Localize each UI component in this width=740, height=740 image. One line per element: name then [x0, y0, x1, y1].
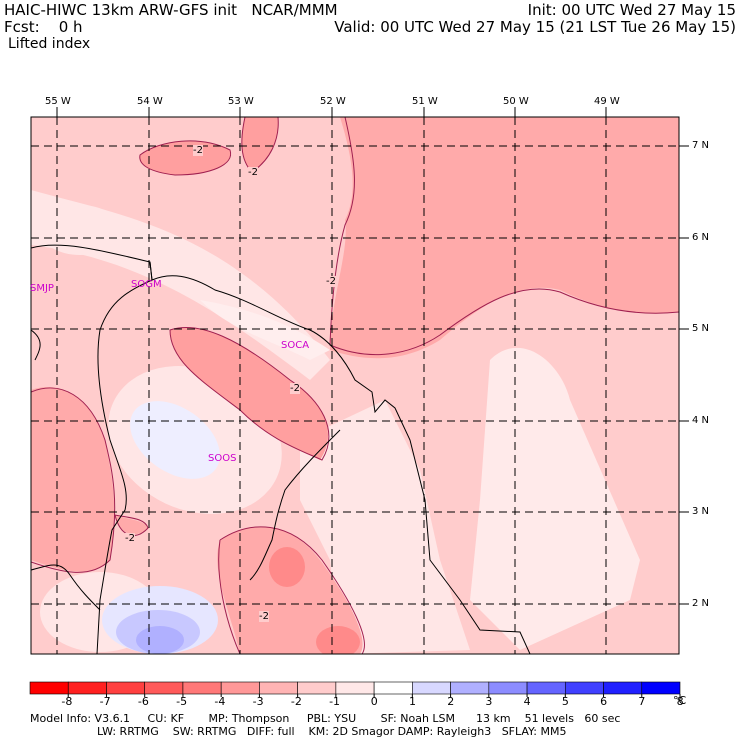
colorbar-label: 6	[600, 695, 608, 708]
colorbar-label: -2	[290, 695, 302, 708]
colorbar-label: 4	[523, 695, 531, 708]
station-smjp: SMJP	[30, 283, 54, 294]
colorbar-label: 0	[370, 695, 378, 708]
shaded-field	[31, 117, 679, 654]
lon-label: 52 W	[320, 96, 346, 107]
colorbar-label: -5	[176, 695, 188, 708]
colorbar-swatch	[450, 681, 490, 695]
colorbar-label: -1	[329, 695, 341, 708]
colorbar-label: 5	[561, 695, 569, 708]
colorbar-swatch	[335, 681, 375, 695]
colorbar-swatch	[564, 681, 604, 695]
colorbar-swatch	[220, 681, 260, 695]
contour-label: -2	[125, 533, 135, 544]
init-time: Init: 00 UTC Wed 27 May 15	[527, 1, 736, 19]
colorbar-swatch	[106, 681, 146, 695]
colorbar-swatch	[259, 681, 298, 695]
colorbar-swatch	[488, 681, 528, 695]
field-name: Lifted index	[8, 36, 91, 52]
axis-ticks	[56, 107, 689, 605]
lat-label: 4 N	[692, 415, 710, 426]
lon-label: 55 W	[45, 96, 71, 107]
colorbar-unit: °C	[673, 694, 687, 707]
lat-label: 3 N	[692, 506, 710, 517]
lat-label: 5 N	[692, 323, 710, 334]
colorbar-label: -8	[61, 695, 73, 708]
colorbar-swatch	[373, 681, 413, 695]
contour-label: -2	[193, 145, 203, 156]
colorbar-swatch	[144, 681, 184, 695]
map-frame	[30, 116, 680, 655]
colorbar-swatch	[641, 681, 681, 695]
contour-label: -2	[248, 167, 258, 178]
contour-label: -2	[290, 383, 300, 394]
colorbar-swatch	[526, 681, 566, 695]
coastlines-borders	[31, 244, 531, 654]
colorbar-label: -3	[252, 695, 264, 708]
lon-label: 54 W	[137, 96, 163, 107]
model-info-line1: Model Info: V3.6.1 CU: KF MP: Thompson P…	[30, 712, 621, 725]
colorbar-label: 8	[676, 695, 684, 708]
lat-label: 6 N	[692, 232, 710, 243]
colorbar-label: 1	[408, 695, 416, 708]
lat-lon-grid	[31, 117, 679, 654]
station-soca: SOCA	[281, 340, 310, 351]
colorbar-swatch	[603, 681, 643, 695]
colorbar-swatch	[412, 681, 451, 695]
valid-time: Valid: 00 UTC Wed 27 May 15 (21 LST Tue …	[334, 18, 736, 36]
colorbar-label: 7	[638, 695, 646, 708]
colorbar-swatch	[29, 681, 69, 695]
colorbar-label: 2	[447, 695, 455, 708]
plot-title: HAIC-HIWC 13km ARW-GFS init NCAR/MMM	[4, 1, 338, 19]
colorbar-label: -7	[99, 695, 111, 708]
colorbar-label: -6	[137, 695, 149, 708]
lat-label: 7 N	[692, 140, 710, 151]
lat-label: 2 N	[692, 598, 710, 609]
lon-label: 51 W	[412, 96, 438, 107]
colorbar-label: -4	[214, 695, 226, 708]
contour-label: -2	[326, 276, 336, 287]
model-info-line2: LW: RRTMG SW: RRTMG DIFF: full KM: 2D Sm…	[97, 725, 567, 738]
lon-label: 53 W	[228, 96, 254, 107]
colorbar	[29, 681, 681, 697]
lon-label: 49 W	[594, 96, 620, 107]
forecast-hour: Fcst: 0 h	[4, 18, 83, 36]
colorbar-label: 3	[485, 695, 493, 708]
station-sogm: SOGM	[131, 279, 162, 290]
contour-label: -2	[259, 611, 269, 622]
colorbar-swatch	[67, 681, 107, 695]
colorbar-swatch	[297, 681, 337, 695]
station-soos: SOOS	[208, 453, 237, 464]
field-dark-spots	[269, 547, 360, 654]
colorbar-swatch	[182, 681, 222, 695]
lon-label: 50 W	[503, 96, 529, 107]
